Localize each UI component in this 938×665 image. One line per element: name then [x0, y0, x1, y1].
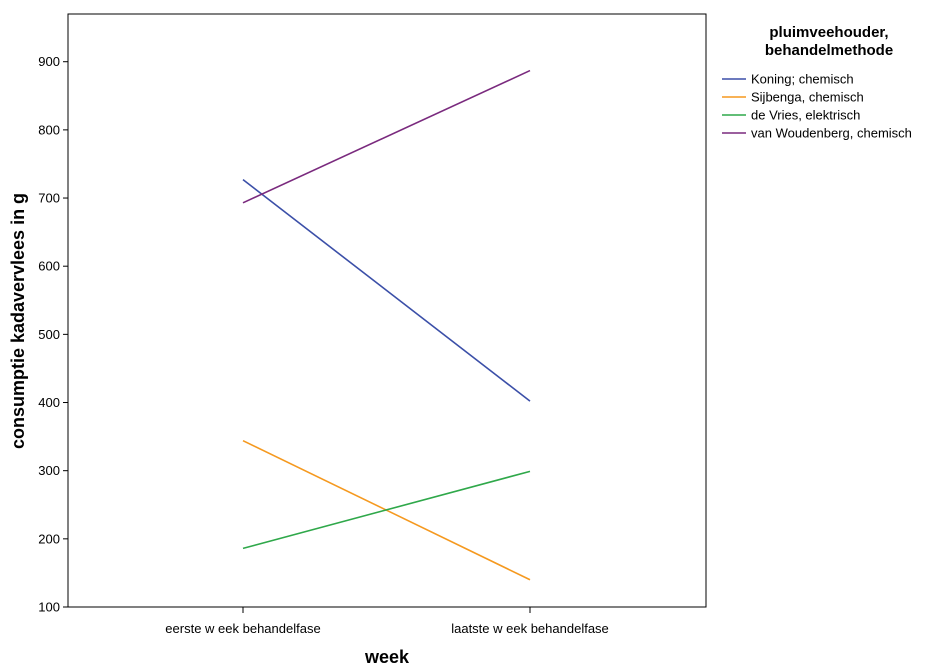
y-tick-label: 200 [38, 531, 60, 546]
y-tick-label: 400 [38, 395, 60, 410]
series-line [242, 69, 531, 204]
x-axis: eerste w eek behandelfase laatste w eek b… [165, 607, 609, 636]
x-axis-title: week [364, 647, 410, 665]
series-line [242, 470, 531, 550]
y-tick-label: 300 [38, 463, 60, 478]
y-axis-title: consumptie kadavervlees in g [8, 193, 28, 449]
legend-items: Koning; chemisch Sijbenga, chemisch de Vri… [722, 72, 912, 141]
y-tick-label: 700 [38, 191, 60, 206]
y-tick-label: 900 [38, 54, 60, 69]
legend-title-line1: pluimveehouder, [769, 24, 888, 41]
x-tick-label: eerste w eek behandelfase [165, 621, 320, 636]
legend: pluimveehouder, behandelmethode Koning; … [722, 24, 912, 141]
legend-label: Koning; chemisch [751, 72, 854, 87]
plot-area [67, 13, 707, 608]
y-axis: 100 200 300 400 500 600 700 800 900 [38, 54, 68, 615]
legend-label: van Woudenberg, chemisch [751, 126, 912, 141]
series-lines [242, 69, 531, 581]
y-tick-label: 100 [38, 600, 60, 615]
y-tick-label: 800 [38, 122, 60, 137]
legend-title-line2: behandelmethode [765, 42, 893, 59]
series-line [242, 178, 531, 402]
y-tick-label: 600 [38, 259, 60, 274]
legend-label: Sijbenga, chemisch [751, 90, 864, 105]
y-tick-label: 500 [38, 327, 60, 342]
x-tick-label: laatste w eek behandelfase [451, 621, 609, 636]
legend-label: de Vries, elektrisch [751, 108, 860, 123]
